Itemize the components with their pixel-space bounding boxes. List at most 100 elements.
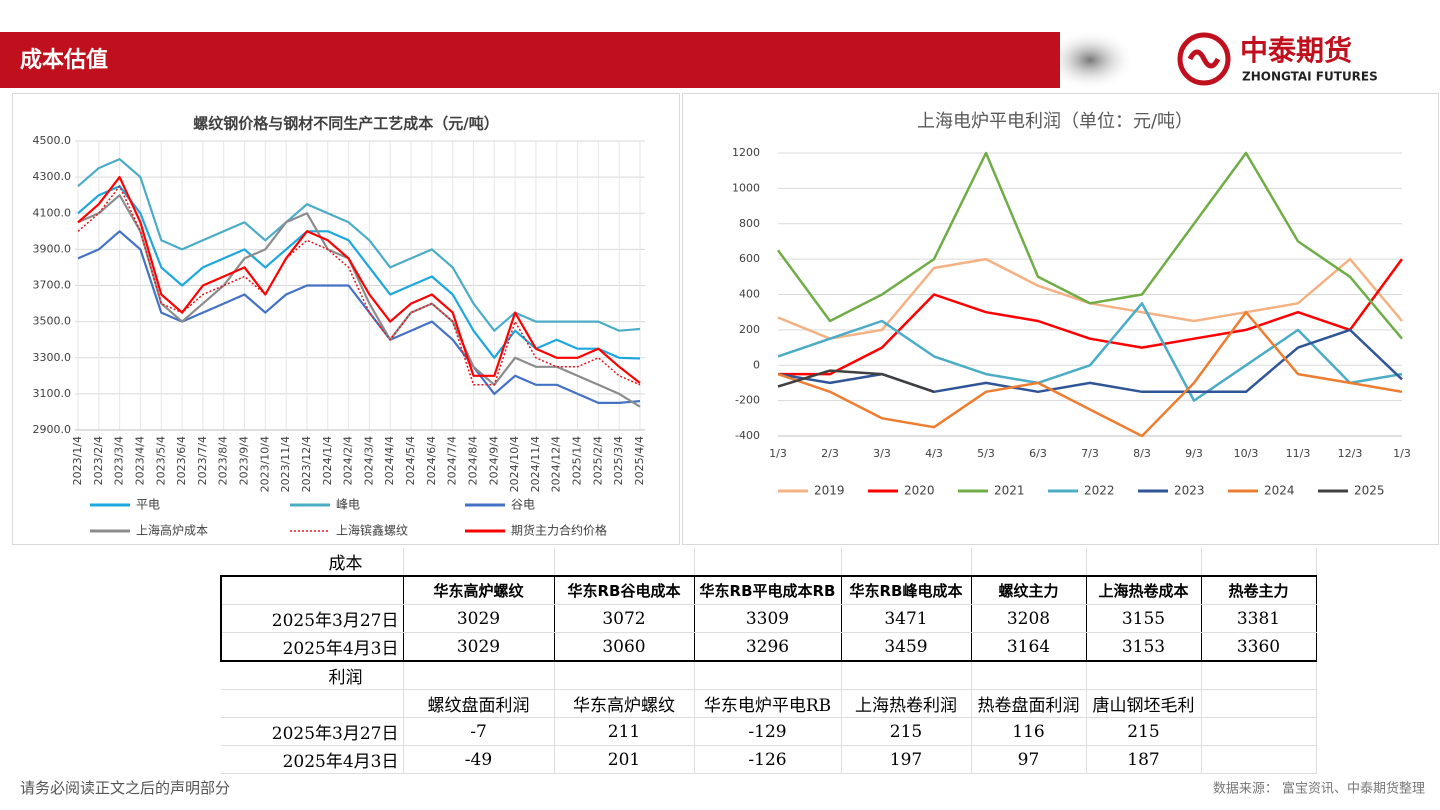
- table-cell: -49: [403, 745, 555, 774]
- legend-label: 2019: [814, 484, 845, 498]
- table-cell: [1086, 548, 1202, 577]
- table-cell: [1201, 745, 1317, 774]
- table-cell: [554, 548, 695, 577]
- table-cell: 华东RB峰电成本: [841, 575, 972, 605]
- table-cell: 3309: [694, 604, 842, 633]
- x-tick-label: 2025/2/4: [591, 436, 604, 485]
- series-line: [77, 194, 641, 408]
- table-cell: [694, 661, 842, 690]
- table-row: 2025年3月27日 -7 211 -129 215 116 215: [221, 717, 1317, 746]
- table-cell: [403, 661, 555, 690]
- x-tick-label: 2023/1/4: [71, 436, 84, 485]
- x-tick-label: 12/3: [1338, 447, 1363, 460]
- table-cell: [841, 661, 972, 690]
- table-cell: 3296: [694, 632, 842, 662]
- x-tick-label: 2023/6/4: [175, 436, 188, 485]
- y-tick-label: 1200: [732, 146, 760, 159]
- y-tick-label: 0: [753, 358, 760, 371]
- table-cell: [1201, 717, 1317, 746]
- table-cell: 3072: [554, 604, 695, 633]
- legend-label: 2024: [1264, 484, 1295, 498]
- chart-title: 上海电炉平电利润（单位：元/吨）: [917, 111, 1193, 132]
- table-cell: [841, 548, 972, 577]
- x-tick-label: 2024/2/4: [342, 436, 355, 485]
- x-tick-label: 2023/5/4: [154, 436, 167, 485]
- table-cell: [971, 548, 1087, 577]
- table-cell: 热卷盘面利润: [971, 689, 1087, 718]
- legend-label: 2025: [1354, 484, 1385, 498]
- table-cell: [221, 689, 404, 718]
- legend-label: 2022: [1084, 484, 1115, 498]
- table-cell: 187: [1086, 745, 1202, 774]
- x-tick-label: 2024/1/4: [321, 436, 334, 485]
- x-tick-label: 8/3: [1133, 447, 1151, 460]
- table-cell: 197: [841, 745, 972, 774]
- y-tick-label: 400: [739, 288, 760, 301]
- x-tick-label: 6/3: [1029, 447, 1047, 460]
- x-tick-label: 2023/12/4: [300, 436, 313, 492]
- table-cell: 螺纹主力: [971, 575, 1087, 605]
- x-tick-label: 2024/11/4: [529, 436, 542, 492]
- table-row: 2025年4月3日 -49 201 -126 197 97 187: [221, 745, 1317, 774]
- table-cell: [971, 661, 1087, 690]
- series-line: [777, 310, 1403, 438]
- table-cell: 热卷主力: [1201, 575, 1317, 605]
- header-shadow: [1045, 30, 1135, 90]
- y-tick-label: 3700.0: [33, 279, 72, 292]
- table-cell: 211: [554, 717, 695, 746]
- x-tick-label: 2025/1/4: [571, 436, 584, 485]
- x-tick-label: 2024/9/4: [487, 436, 500, 485]
- y-tick-label: -400: [735, 429, 760, 442]
- x-tick-label: 9/3: [1185, 447, 1203, 460]
- table-cell: 3029: [403, 604, 555, 633]
- y-tick-label: 3900.0: [33, 242, 72, 255]
- table-cell: 2025年3月27日: [221, 717, 404, 746]
- y-tick-label: 3100.0: [33, 387, 72, 400]
- legend-label: 谷电: [511, 498, 535, 512]
- right-panel: [682, 93, 1439, 545]
- y-tick-label: 4300.0: [33, 170, 72, 183]
- x-tick-label: 1/3: [1393, 447, 1411, 460]
- x-tick-label: 2/3: [821, 447, 839, 460]
- series-line: [776, 151, 1403, 340]
- x-tick-label: 2023/2/4: [92, 436, 105, 485]
- table-cell: 3459: [841, 632, 972, 662]
- chart-title: 螺纹钢价格与钢材不同生产工艺成本（元/吨）: [193, 115, 498, 133]
- x-tick-label: 3/3: [873, 447, 891, 460]
- header-bar: [0, 32, 1060, 88]
- series-line: [77, 185, 641, 360]
- x-tick-label: 2024/5/4: [404, 436, 417, 485]
- x-tick-label: 2023/3/4: [113, 436, 126, 485]
- table-cell: 3471: [841, 604, 972, 633]
- table-cell: -7: [403, 717, 555, 746]
- logo-icon: [1177, 32, 1231, 86]
- y-tick-label: 200: [739, 323, 760, 336]
- x-tick-label: 2024/10/4: [508, 436, 521, 492]
- x-tick-label: 2024/8/4: [466, 436, 479, 485]
- footer-source: 数据来源： 富宝资讯、中泰期货整理: [1213, 781, 1425, 797]
- y-tick-label: -200: [735, 394, 760, 407]
- table-cell: 华东高炉螺纹: [403, 575, 555, 605]
- table-cell: 唐山钢坯毛利: [1086, 689, 1202, 718]
- legend-label: 平电: [136, 498, 160, 512]
- footer-disclaimer: 请务必阅读正文之后的声明部分: [20, 779, 230, 797]
- x-tick-label: 2023/7/4: [196, 436, 209, 485]
- table-cell: [554, 661, 695, 690]
- x-tick-label: 2024/6/4: [425, 436, 438, 485]
- table-cell: [1086, 661, 1202, 690]
- table-row: 螺纹盘面利润 华东高炉螺纹 华东电炉平电RB 上海热卷利润 热卷盘面利润 唐山钢坯毛利: [221, 689, 1317, 718]
- table-row: 2025年3月27日 3029 3072 3309 3471 3208 3155 3381: [220, 604, 1317, 633]
- legend-label: 上海高炉成本: [136, 523, 208, 538]
- y-tick-label: 3500.0: [33, 315, 72, 328]
- table-row: 2025年4月3日 3029 3060 3296 3459 3164 3153 3360: [220, 632, 1317, 662]
- series-line: [77, 158, 641, 332]
- table-cell: 215: [841, 717, 972, 746]
- table-cell: 华东高炉螺纹: [554, 689, 695, 718]
- data-table: 成本 华东高炉螺纹 华东RB谷电成本 华东RB平电成本RB 华东RB峰电成本 螺纹主力 上海…: [220, 548, 1317, 774]
- y-tick-label: 3300.0: [33, 351, 72, 364]
- table-cell: [1201, 661, 1317, 690]
- table-cell: 116: [971, 717, 1087, 746]
- x-tick-label: 2023/9/4: [238, 436, 251, 485]
- x-tick-label: 2025/4/4: [633, 436, 646, 485]
